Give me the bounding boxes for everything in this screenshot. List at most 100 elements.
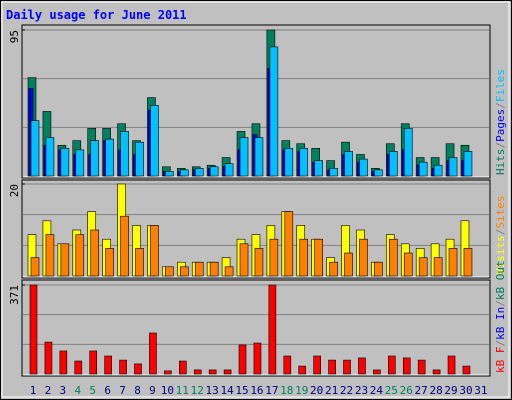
- bar: [59, 350, 68, 375]
- bar: [74, 360, 83, 375]
- bar: [120, 131, 129, 177]
- x-tick-label: 7: [119, 384, 126, 397]
- bar: [44, 341, 53, 375]
- legend-entry: Pages: [494, 109, 507, 142]
- bar: [359, 158, 368, 177]
- bar: [269, 238, 279, 277]
- bar: [134, 363, 142, 375]
- bar: [417, 359, 426, 375]
- bar: [135, 141, 144, 177]
- x-tick-label: 2: [45, 384, 52, 397]
- x-tick-label: 20: [310, 384, 323, 397]
- bar: [164, 370, 172, 375]
- bar: [447, 355, 456, 375]
- bar: [299, 148, 309, 177]
- x-tick-label: 19: [295, 384, 308, 397]
- bar: [313, 355, 321, 375]
- bar: [448, 248, 458, 277]
- bar: [29, 284, 38, 375]
- x-tick-label: 11: [176, 384, 189, 397]
- bar: [269, 46, 279, 177]
- bar: [374, 169, 383, 177]
- y-tick-label: 95: [8, 30, 21, 43]
- bar: [402, 357, 411, 375]
- bar: [90, 140, 100, 177]
- legend-entry: Files: [494, 69, 507, 102]
- bar: [284, 211, 294, 277]
- bar: [314, 238, 323, 277]
- bar: [299, 238, 309, 277]
- bar: [359, 238, 368, 277]
- bar: [224, 163, 234, 177]
- legend-separator: /: [494, 300, 507, 307]
- bar: [389, 238, 398, 277]
- x-tick-label: 9: [149, 384, 156, 397]
- x-tick-label: 13: [206, 384, 219, 397]
- bar: [433, 257, 443, 277]
- bar: [298, 365, 307, 375]
- y-tick-label: 20: [8, 184, 21, 197]
- bar: [119, 359, 127, 375]
- bar: [60, 243, 70, 277]
- x-tick-label: 30: [459, 384, 472, 397]
- bar: [30, 257, 40, 277]
- x-tick-label: 5: [89, 384, 96, 397]
- bar: [105, 248, 114, 277]
- x-tick-label: 23: [355, 384, 368, 397]
- bar: [418, 161, 428, 177]
- bar: [90, 229, 100, 277]
- x-tick-label: 15: [235, 384, 248, 397]
- x-tick-label: 18: [280, 384, 293, 397]
- bar: [433, 164, 443, 177]
- bar: [388, 355, 396, 375]
- x-tick-label: 10: [161, 384, 174, 397]
- x-tick-label: 28: [429, 384, 442, 397]
- bar: [389, 151, 398, 177]
- bar: [179, 360, 187, 375]
- bar: [89, 350, 98, 375]
- x-tick-label: 4: [74, 384, 81, 397]
- bar: [223, 369, 232, 375]
- bar: [403, 252, 413, 277]
- bar: [194, 168, 204, 177]
- legend-entry: kB Out: [494, 260, 507, 300]
- bar: [374, 261, 383, 277]
- x-tick-label: 24: [370, 384, 384, 397]
- bar: [329, 261, 338, 277]
- legend-entry: Sites: [494, 196, 507, 229]
- bar: [268, 284, 277, 375]
- bar: [30, 120, 40, 177]
- legend-separator: /: [494, 102, 507, 109]
- bar: [403, 128, 413, 177]
- bar: [149, 332, 157, 375]
- bar: [448, 157, 458, 177]
- legend-entry: kB F: [494, 347, 507, 374]
- bar: [60, 148, 70, 177]
- x-tick-label: 22: [340, 384, 353, 397]
- bar: [253, 342, 262, 375]
- legend-separator: /: [494, 340, 507, 347]
- bar: [135, 248, 144, 277]
- bar: [194, 261, 204, 277]
- x-tick-label: 12: [191, 384, 204, 397]
- x-tick-label: 16: [250, 384, 263, 397]
- bar: [150, 105, 159, 177]
- bar: [328, 359, 336, 375]
- legend: Hits/Pages/Files: [494, 69, 507, 175]
- bar: [283, 355, 292, 375]
- bar: [150, 225, 159, 277]
- bar: [284, 148, 294, 177]
- bar: [224, 266, 234, 277]
- legend-entry: Hits: [494, 149, 507, 176]
- bar: [343, 359, 351, 375]
- bar: [104, 355, 112, 375]
- bar: [165, 266, 174, 277]
- x-tick-label: 6: [104, 384, 111, 397]
- bar: [329, 168, 338, 177]
- x-tick-label: 1: [30, 384, 37, 397]
- legend-separator: /: [494, 142, 507, 149]
- x-tick-label: 25: [385, 384, 398, 397]
- legend-entry: Visits: [494, 235, 507, 275]
- legend-entry: kB In: [494, 307, 507, 340]
